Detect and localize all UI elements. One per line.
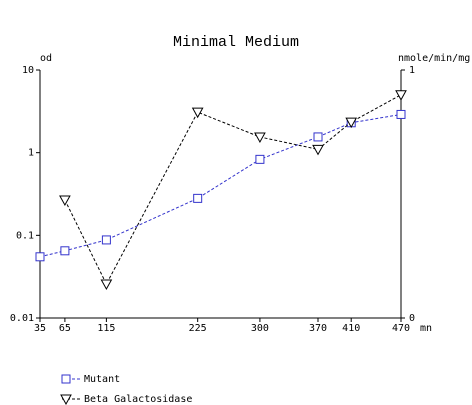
marker [396,109,406,119]
legend-marker [61,374,71,384]
marker [100,279,113,291]
marker [193,193,203,203]
marker [345,117,358,129]
marker [35,252,45,262]
chart-title: Minimal Medium [173,34,299,51]
y-tick-label: 1 [28,148,34,159]
marker [312,144,324,156]
x-tick-label: 370 [309,323,327,334]
y-axis-label: od [40,53,52,64]
y-tick-label: 0.1 [16,230,34,241]
x-tick-label: 35 [34,323,46,334]
y-tick-label: 0.01 [10,313,34,324]
marker [59,195,71,206]
marker [254,132,266,143]
marker [313,132,323,142]
x-tick-label: 470 [392,323,410,334]
series-line [39,113,402,258]
y-tick-label: 10 [22,65,34,76]
y2-axis-label: nmole/min/mg [398,53,470,64]
x-tick-label: 225 [189,323,207,334]
x-axis-label: mn [420,323,432,334]
x-tick-label: 410 [342,323,360,334]
legend-marker [60,394,72,405]
marker [255,154,265,164]
legend-label: Beta Galactosidase [84,394,192,405]
x-tick-label: 115 [97,323,115,334]
legend-label: Mutant [84,374,120,385]
x-tick-label: 65 [59,323,71,334]
marker [395,90,407,101]
x-tick-label: 300 [251,323,269,334]
marker [191,107,204,119]
marker [60,246,70,256]
y2-tick-label: 0 [409,313,415,324]
marker [101,235,111,245]
y2-tick-label: 1 [409,65,415,76]
